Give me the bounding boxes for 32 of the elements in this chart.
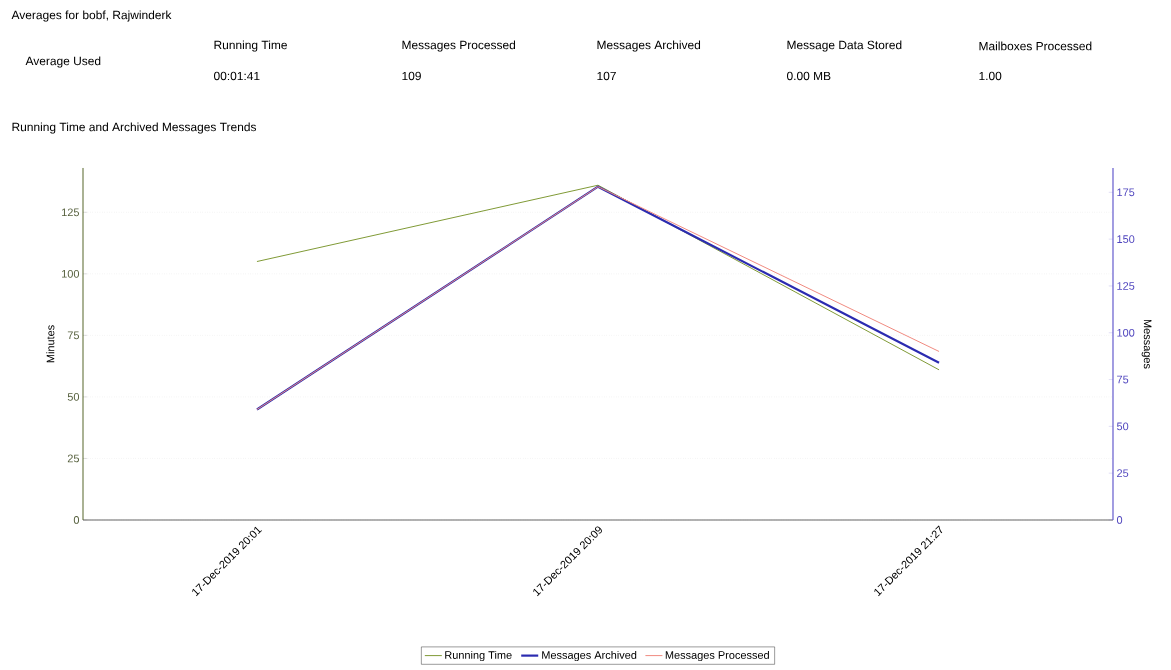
y-tick-label: 0 <box>73 516 80 524</box>
text: Messages Archived <box>597 40 701 52</box>
chart-subtitle: Running Time and Archived Messages Trends <box>12 122 257 134</box>
text: 109 <box>402 71 421 81</box>
y-axis-title: Minutes <box>46 325 55 363</box>
text: Mailboxes Processed <box>979 41 1092 51</box>
text: Messages Processed <box>402 40 516 52</box>
text: 00:01:41 <box>214 71 260 81</box>
y2-axis-title: Messages <box>1141 319 1152 369</box>
legend-label: Messages Archived <box>542 650 637 662</box>
legend-label: Running Time <box>445 650 512 662</box>
text: 107 <box>597 71 616 81</box>
y-tick-label: 125 <box>62 208 80 217</box>
y2-tick-label: 0 <box>1116 516 1123 524</box>
text: 0.00 MB <box>786 71 831 81</box>
y2-tick-label: 50 <box>1116 422 1129 431</box>
text: Running Time <box>214 40 287 52</box>
text: 1.00 <box>979 71 1002 81</box>
y-tick-label: 100 <box>62 269 80 278</box>
legend-label: Messages Processed <box>665 650 769 662</box>
y2-tick-label: 125 <box>1117 282 1135 290</box>
text: Average Used <box>25 56 101 68</box>
chart-title: Averages for bobf, Rajwinderk <box>11 10 172 22</box>
text: Message Data Stored <box>787 40 902 52</box>
y2-tick-label: 100 <box>1117 328 1135 337</box>
y-tick-label: 50 <box>67 393 80 401</box>
y-tick-label: 75 <box>67 331 80 340</box>
y-tick-label: 25 <box>67 454 80 463</box>
y2-tick-label: 25 <box>1117 469 1129 478</box>
y2-tick-label: 150 <box>1117 235 1135 244</box>
y2-tick-label: 175 <box>1117 188 1135 197</box>
y2-tick-label: 75 <box>1117 375 1129 384</box>
